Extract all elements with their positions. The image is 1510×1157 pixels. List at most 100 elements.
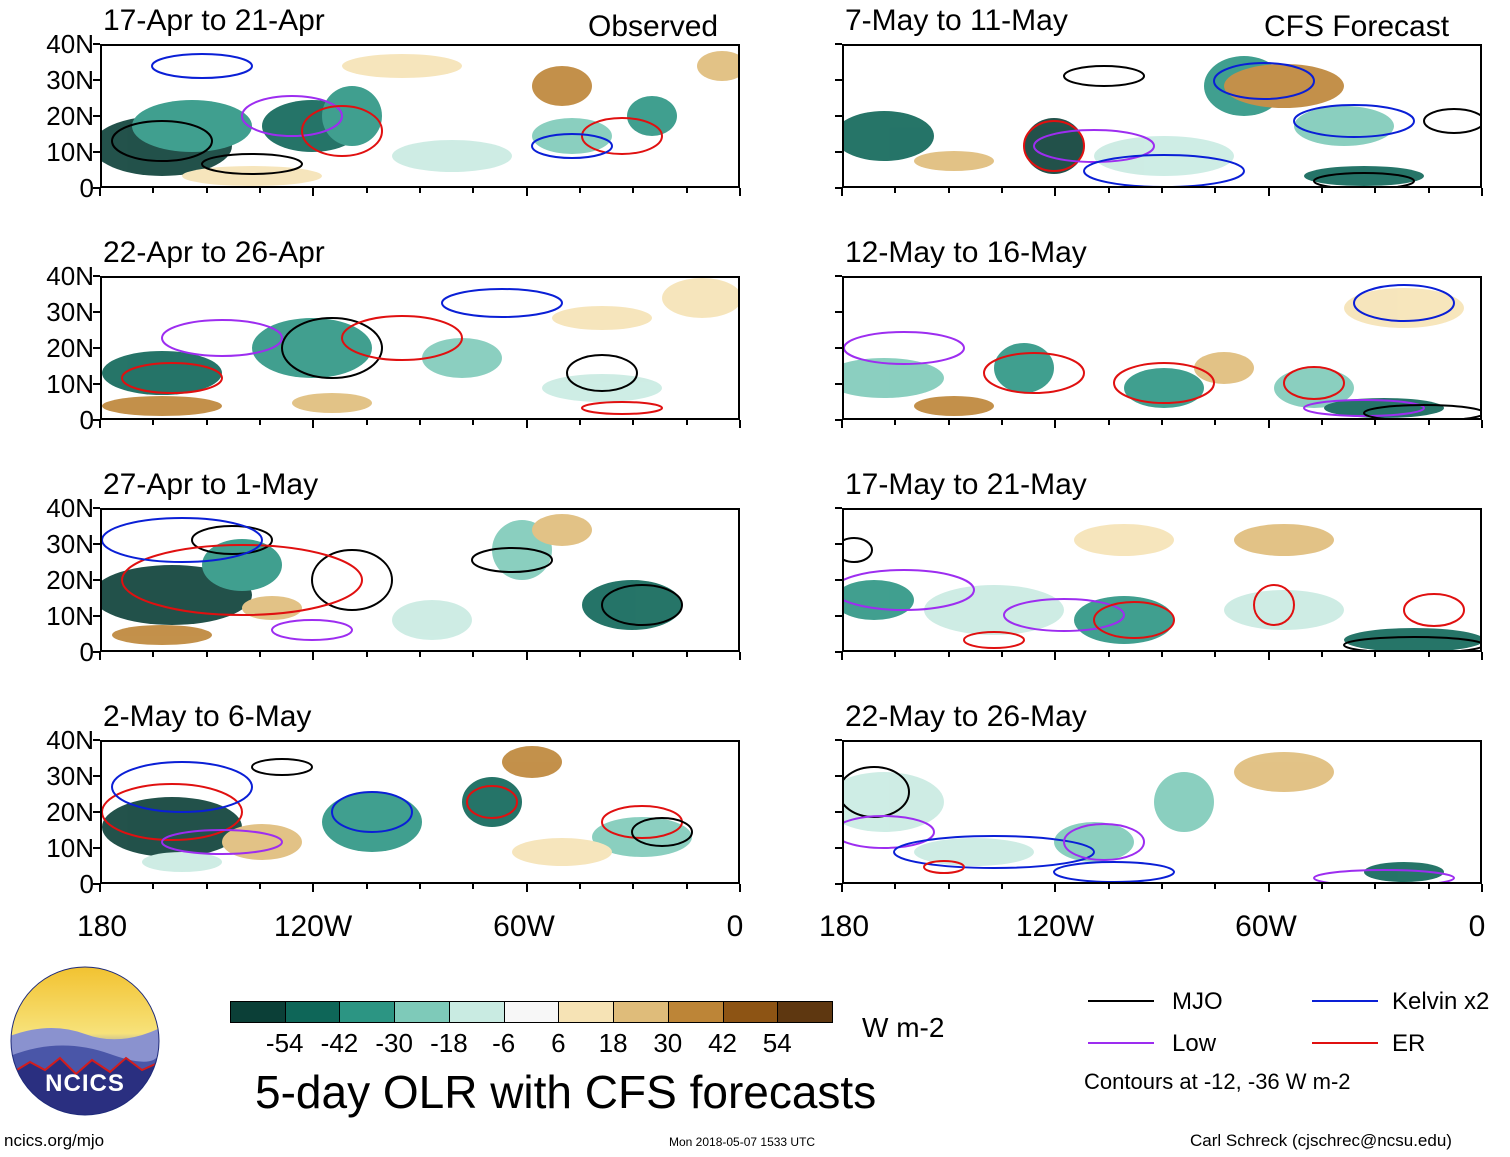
lon-tick — [259, 884, 261, 889]
lon-tick — [1321, 652, 1323, 657]
panel-title-fc-3: 17-May to 21-May — [845, 468, 1087, 501]
lon-tick — [1107, 420, 1110, 425]
legend-line-er — [1312, 1042, 1378, 1044]
colorbar-tick-label: 18 — [598, 1028, 628, 1058]
lon-tick — [632, 652, 635, 657]
lat-tick — [835, 383, 842, 385]
colorbar-swatch — [558, 1001, 615, 1023]
lon-tick — [1161, 420, 1163, 425]
panel-title-obs-4: 2-May to 6-May — [103, 700, 312, 733]
lon-label-fc-60w: 60W — [1235, 910, 1297, 943]
colorbar-tick-label: 42 — [708, 1028, 737, 1058]
lat-label: 20N — [46, 797, 94, 827]
lon-tick — [205, 652, 208, 657]
lon-tick — [152, 420, 155, 425]
legend-line-low — [1088, 1042, 1154, 1044]
map-panel-fc-4 — [842, 740, 1482, 884]
legend-line-kelvin — [1312, 1000, 1378, 1002]
panel-title-obs-2: 22-Apr to 26-Apr — [103, 236, 325, 269]
lat-label: 10N — [46, 369, 94, 399]
lat-label: 0 — [79, 637, 94, 667]
lat-tick — [835, 811, 842, 813]
map-panel-fc-2 — [842, 276, 1482, 420]
lon-tick — [1161, 188, 1163, 193]
lat-tick — [93, 79, 100, 81]
lon-tick — [632, 884, 635, 889]
lat-label: 40N — [46, 29, 94, 59]
legend-label-low: Low — [1172, 1030, 1217, 1057]
lon-tick — [365, 420, 368, 425]
lon-tick — [1214, 884, 1217, 889]
lat-tick — [93, 775, 100, 777]
lat-tick — [93, 115, 100, 117]
forecast-header: CFS Forecast — [1264, 10, 1450, 43]
lon-tick — [152, 884, 155, 889]
lon-tick — [472, 652, 475, 657]
lon-tick — [205, 420, 208, 425]
lon-label-fc-180: 180 — [818, 910, 870, 943]
lon-tick — [259, 420, 261, 425]
observed-header: Observed — [588, 10, 719, 43]
lat-tick — [835, 275, 842, 277]
lat-tick — [835, 347, 842, 349]
lon-tick — [1374, 884, 1377, 889]
colorbar-swatch — [777, 1001, 833, 1023]
lat-label: 40N — [46, 725, 94, 755]
lon-tick — [632, 188, 635, 193]
lat-tick — [835, 739, 842, 741]
lon-tick — [685, 884, 688, 889]
lat-tick — [93, 507, 100, 509]
lon-tick — [1374, 652, 1377, 657]
lon-tick — [1161, 884, 1163, 889]
figure-title: 5-day OLR with CFS forecasts — [255, 1066, 877, 1118]
lon-tick — [1001, 652, 1003, 657]
map-panel-fc-3 — [842, 508, 1482, 652]
lat-tick — [835, 115, 842, 117]
lon-tick — [841, 188, 843, 196]
map-panel-obs-1 — [100, 44, 740, 188]
lon-tick — [1427, 884, 1430, 889]
lon-tick — [841, 420, 843, 428]
footer-url[interactable]: ncics.org/mjo — [4, 1131, 105, 1150]
lon-tick — [365, 188, 368, 193]
lon-tick — [685, 188, 688, 193]
colorbar-tick-label: 6 — [551, 1028, 566, 1058]
lon-tick — [525, 188, 528, 196]
lat-tick — [93, 43, 100, 45]
footer-credit: Carl Schreck (cjschrec@ncsu.edu) — [1190, 1131, 1452, 1150]
lat-tick — [835, 775, 842, 777]
lat-tick — [835, 419, 842, 421]
lat-tick — [93, 883, 100, 885]
colorbar-swatch — [394, 1001, 450, 1023]
lon-tick — [205, 188, 208, 193]
colorbar-swatch — [284, 1001, 341, 1023]
lon-tick — [739, 652, 741, 660]
lat-tick — [93, 847, 100, 849]
lat-tick — [835, 187, 842, 189]
lon-tick — [205, 884, 208, 889]
legend-line-mjo — [1088, 1000, 1154, 1002]
lon-tick — [472, 884, 475, 889]
lon-tick — [419, 652, 421, 657]
lat-label: 10N — [46, 833, 94, 863]
lon-tick — [365, 652, 368, 657]
lon-tick — [525, 884, 528, 892]
lat-label: 10N — [46, 137, 94, 167]
lon-tick — [419, 188, 421, 193]
lon-tick — [1001, 884, 1003, 889]
colorbar-swatch — [667, 1001, 724, 1023]
lon-tick — [472, 420, 475, 425]
colorbar-swatch — [339, 1001, 396, 1023]
lon-tick — [259, 188, 261, 193]
lon-tick — [152, 652, 155, 657]
lon-tick — [685, 652, 688, 657]
lat-tick — [835, 847, 842, 849]
colorbar-tick-label: -30 — [375, 1028, 413, 1058]
lat-label: 40N — [46, 261, 94, 291]
lon-tick — [1054, 884, 1057, 892]
lon-tick — [632, 420, 635, 425]
lon-tick — [739, 420, 741, 428]
lon-tick — [947, 188, 950, 193]
lon-tick — [1374, 188, 1377, 193]
colorbar-tick-label: -42 — [320, 1028, 359, 1058]
